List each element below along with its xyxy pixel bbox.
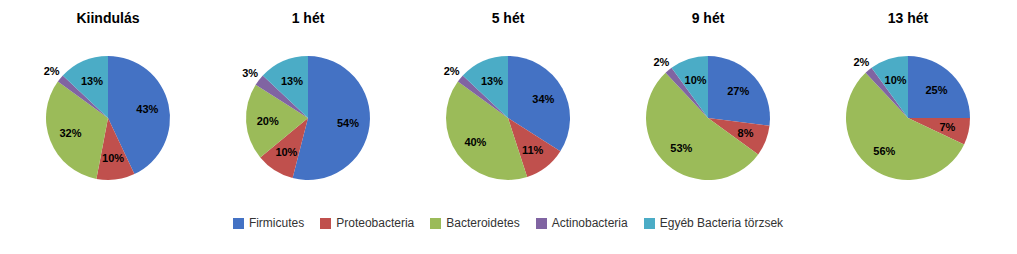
- svg-text:7%: 7%: [939, 121, 955, 133]
- svg-text:2%: 2%: [853, 56, 869, 68]
- html-text:Actinobacteria: Actinobacteria: [551, 216, 628, 230]
- html-text:13 hét: 13 hét: [887, 10, 929, 26]
- svg-text:27%: 27%: [727, 85, 749, 97]
- svg-text:10%: 10%: [885, 74, 907, 86]
- html-text:Firmicutes: Firmicutes: [248, 216, 305, 230]
- svg-text:2%: 2%: [44, 65, 60, 77]
- svg-text:25%: 25%: [925, 84, 947, 96]
- svg-text:8%: 8%: [738, 127, 754, 139]
- html-text:5 hét: 5 hét: [491, 10, 525, 26]
- svg-text:32%: 32%: [60, 127, 82, 139]
- svg-text:10%: 10%: [275, 146, 297, 158]
- html-text:9 hét: 9 hét: [691, 10, 725, 26]
- svg-text:43%: 43%: [136, 103, 158, 115]
- svg-text:2%: 2%: [444, 65, 460, 77]
- svg-text:3%: 3%: [242, 67, 258, 79]
- svg-text:53%: 53%: [670, 142, 692, 154]
- html-text:Proteobacteria: Proteobacteria: [336, 216, 415, 230]
- html-text:1 hét: 1 hét: [291, 10, 325, 26]
- svg-text:13%: 13%: [281, 75, 303, 87]
- svg-text:2%: 2%: [653, 56, 669, 68]
- svg-text:11%: 11%: [522, 144, 544, 156]
- html-text:Bacteroidetes: Bacteroidetes: [446, 216, 520, 230]
- svg-text:54%: 54%: [337, 117, 359, 129]
- svg-text:10%: 10%: [102, 152, 124, 164]
- svg-text:13%: 13%: [81, 75, 103, 87]
- svg-text:40%: 40%: [464, 136, 486, 148]
- svg-text:20%: 20%: [257, 115, 279, 127]
- svg-text:34%: 34%: [532, 93, 554, 105]
- html-text:Egyéb Bacteria törzsek: Egyéb Bacteria törzsek: [659, 216, 784, 230]
- svg-text:10%: 10%: [685, 74, 707, 86]
- svg-text:56%: 56%: [873, 145, 895, 157]
- svg-text:13%: 13%: [481, 75, 503, 87]
- html-text:Kiindulás: Kiindulás: [76, 10, 140, 26]
